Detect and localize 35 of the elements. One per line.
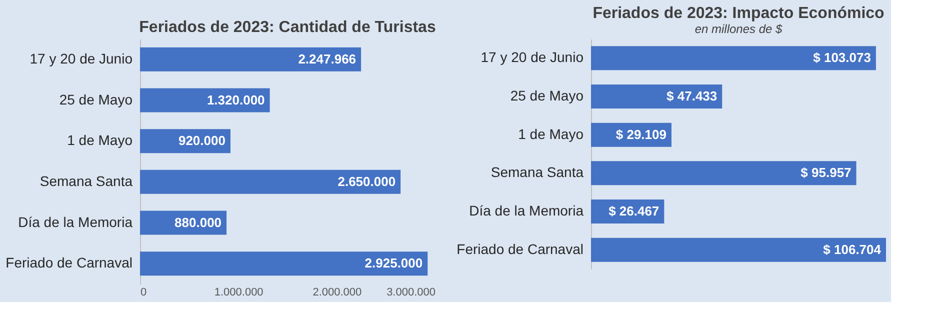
- x-tick-label: 1.000.000: [214, 286, 264, 298]
- x-tick-label: 0: [140, 286, 147, 298]
- data-label: $ 29.109: [616, 126, 666, 142]
- bar: [591, 46, 876, 70]
- y-tick-label: Feriado de Carnaval: [6, 254, 132, 271]
- chart-title: Feriados de 2023: Cantidad de Turistas: [139, 19, 436, 36]
- data-label: 880.000: [174, 214, 222, 230]
- y-tick-label: 1 de Mayo: [518, 126, 584, 142]
- y-tick-label: Feriado de Carnaval: [456, 240, 584, 257]
- data-label: $ 106.704: [823, 242, 882, 257]
- data-label: 1.320.000: [206, 92, 265, 108]
- y-tick-label: 17 y 20 de Junio: [30, 50, 133, 66]
- data-label: $ 103.073: [813, 50, 871, 66]
- y-tick-label: 17 y 20 de Junio: [480, 49, 584, 66]
- data-label: $ 47.433: [666, 88, 718, 104]
- bar: [591, 161, 856, 186]
- data-label: 2.925.000: [364, 256, 423, 271]
- y-tick-label: 25 de Mayo: [510, 88, 584, 104]
- data-label: $ 26.467: [608, 204, 660, 218]
- y-tick-label: 25 de Mayo: [59, 91, 133, 108]
- chart-title: Feriados de 2023: Impacto Económico: [592, 5, 885, 22]
- bar: [591, 84, 722, 108]
- data-label: 2.247.966: [298, 51, 356, 66]
- y-tick-label: Semana Santa: [490, 164, 584, 180]
- y-tick-label: Día de la Memoria: [469, 202, 584, 218]
- chart-subtitle: en millones de $: [694, 22, 783, 36]
- bar: [591, 238, 886, 262]
- y-tick-label: Día de la Memoria: [18, 214, 133, 230]
- x-tick-label: 2.000.000: [312, 286, 362, 298]
- data-label: $ 95.957: [800, 165, 852, 180]
- data-label: 920.000: [178, 133, 226, 148]
- y-tick-label: 1 de Mayo: [67, 132, 133, 148]
- x-tick-label: 3.000.000: [386, 286, 436, 298]
- data-label: 2.650.000: [338, 174, 396, 189]
- y-tick-label: Semana Santa: [40, 172, 133, 189]
